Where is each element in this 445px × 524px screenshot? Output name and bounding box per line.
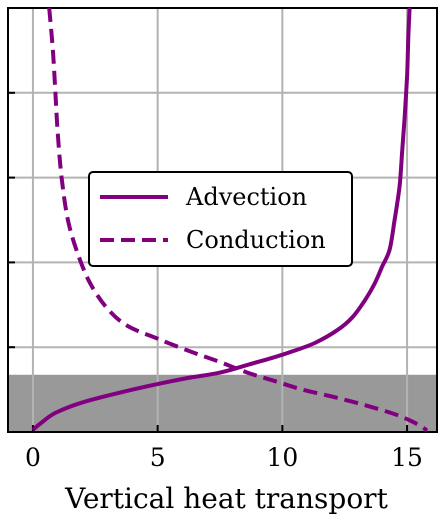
shaded-band-layer: [8, 374, 437, 432]
x-tick-label-2: 10: [266, 443, 298, 472]
legend-label-advection: Advection: [185, 183, 307, 211]
series-line-advection: [31, 7, 412, 432]
tick-layer: 0 5 10 15: [8, 91, 423, 472]
x-tick-label-3: 15: [391, 443, 423, 472]
series-line-conduction: [47, 7, 429, 433]
series-layer: [31, 7, 429, 433]
legend: Advection Conduction: [88, 171, 353, 267]
plot-frame: [7, 7, 438, 433]
x-axis-label: Vertical heat transport: [64, 482, 388, 515]
legend-label-conduction: Conduction: [186, 226, 326, 254]
x-tick-label-0: 0: [25, 443, 41, 472]
shaded-band: [8, 374, 437, 432]
x-tick-label-1: 5: [150, 443, 166, 472]
